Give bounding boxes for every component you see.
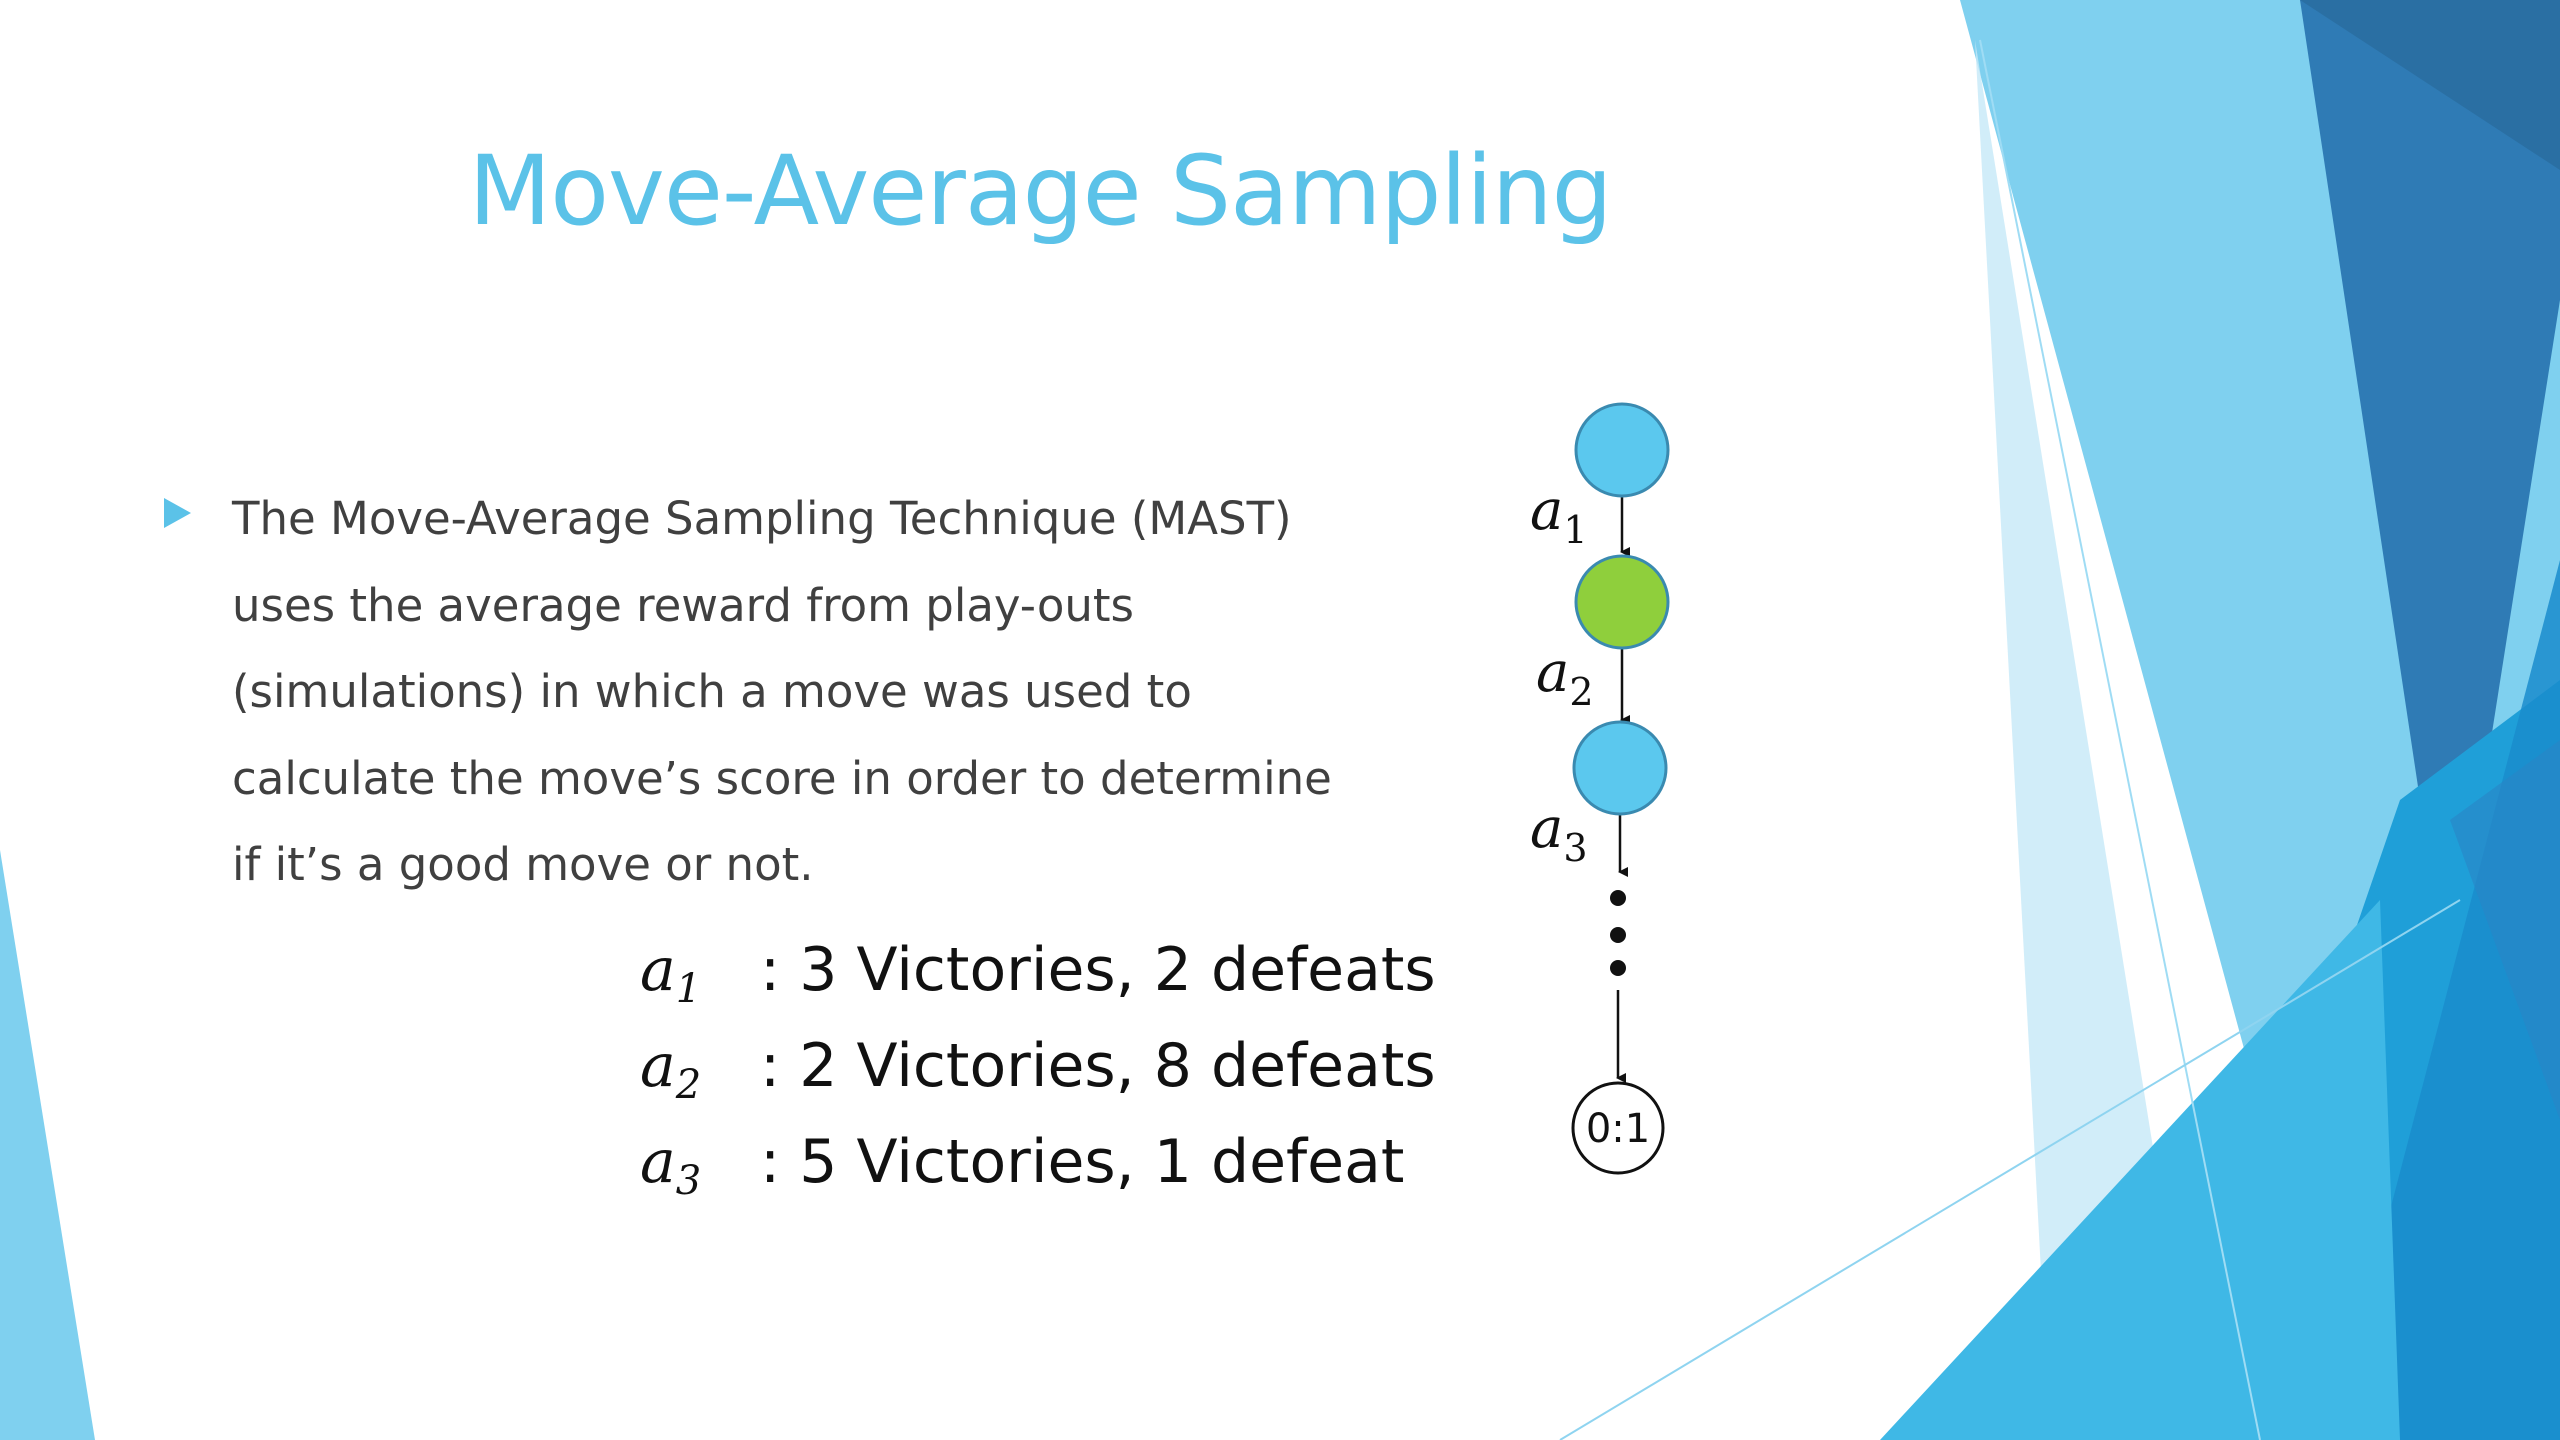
bullet-line: (simulations) in which a move was used t… [232,665,1192,718]
move-statistics: a1 : 3 Victories, 2 defeats a2 : 2 Victori… [640,932,1440,1220]
edge-label-a1: a1 [1530,478,1588,552]
bullet-line: if it’s a good move or not. [232,838,814,891]
dot [1610,960,1626,976]
stat-text: : 3 Victories, 2 defeats [760,935,1436,1005]
edge-label-a2: a2 [1536,640,1594,714]
move-variable: a1 [640,935,702,1012]
stat-row: a3 : 5 Victories, 1 defeat [640,1124,1440,1220]
bullet-line: The Move-Average Sampling Technique (MAS… [232,492,1292,545]
bullet-line: uses the average reward from play-outs [232,578,1134,632]
slide-title: Move-Average Sampling [468,135,1612,247]
dot [1610,927,1626,943]
leaf-node [1571,1081,1665,1175]
dot [1610,890,1626,906]
simulation-path-diagram: 0:1 [1571,402,1670,1175]
third-node [1572,720,1668,816]
middle-node [1574,554,1670,650]
root-node [1574,402,1670,498]
stat-text: : 2 Victories, 8 defeats [760,1031,1436,1101]
move-variable: a3 [640,1127,702,1204]
stat-text: : 5 Victories, 1 defeat [760,1127,1405,1197]
bullet-text: The Move-Average Sampling Technique (MAS… [232,476,1432,909]
stat-row: a1 : 3 Victories, 2 defeats [640,932,1440,1028]
move-variable: a2 [640,1031,702,1108]
leaf-label: 0:1 [1586,1106,1650,1152]
edge-label-a3: a3 [1530,796,1588,870]
stat-row: a2 : 2 Victories, 8 defeats [640,1028,1440,1124]
bullet-line: calculate the move’s score in order to d… [232,751,1332,805]
bullet-triangle-icon [164,498,191,528]
